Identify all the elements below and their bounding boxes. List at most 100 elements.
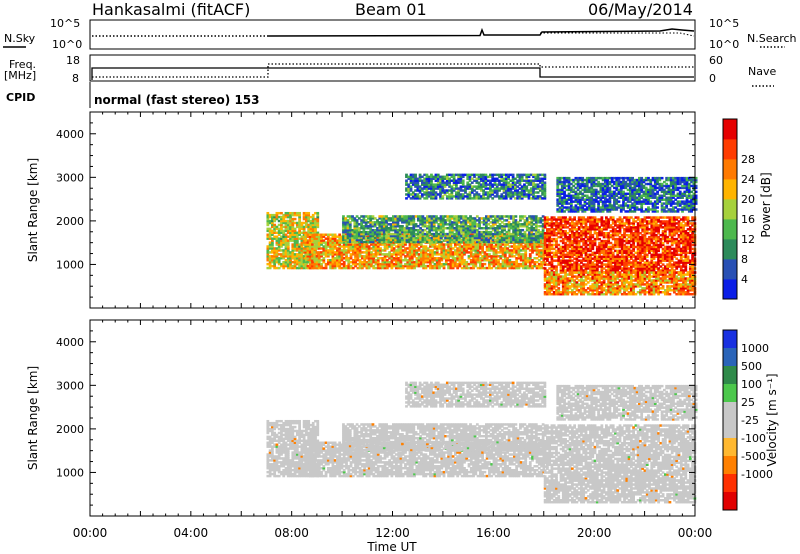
power-cell: [423, 225, 427, 228]
power-cell: [559, 253, 563, 257]
power-cell: [598, 231, 601, 235]
power-cell: [374, 260, 378, 264]
power-cell: [625, 259, 629, 262]
power-cell: [645, 243, 649, 247]
power-cell: [398, 232, 402, 236]
power-cell: [566, 218, 570, 221]
power-cell: [421, 228, 425, 232]
power-cell: [536, 191, 540, 194]
power-cell: [552, 228, 556, 231]
power-cell: [302, 257, 306, 260]
power-cell: [487, 219, 491, 222]
power-cell: [425, 181, 429, 184]
power-cell: [557, 243, 561, 247]
power-cell: [511, 173, 515, 177]
power-cell: [277, 227, 281, 231]
power-cell: [419, 255, 423, 258]
power-cell: [313, 255, 317, 258]
power-cell: [422, 266, 426, 270]
power-cell: [411, 193, 415, 196]
power-cell: [473, 228, 477, 232]
power-cell: [465, 264, 469, 268]
power-cell: [469, 262, 473, 266]
power-cell: [430, 183, 433, 186]
power-cell: [354, 243, 357, 246]
power-cell: [342, 253, 346, 256]
power-cell: [374, 251, 378, 254]
power-cell: [291, 239, 295, 242]
power-cell: [418, 197, 422, 200]
power-cell: [307, 215, 311, 219]
power-cell: [306, 233, 310, 236]
power-cell: [524, 257, 528, 260]
power-cell: [280, 231, 283, 235]
power-cell: [307, 266, 311, 270]
power-cell: [430, 185, 433, 188]
power-cell: [618, 251, 622, 255]
power-cell: [561, 226, 565, 229]
power-cell: [555, 245, 558, 249]
power-cell: [550, 216, 554, 219]
power-cell: [607, 222, 611, 225]
power-cell: [464, 219, 468, 222]
power-cell: [541, 183, 544, 186]
power-cell: [466, 173, 470, 177]
power-cell: [636, 269, 640, 272]
power-cell: [293, 264, 297, 268]
power-cell: [498, 223, 502, 226]
power-cell: [512, 249, 516, 252]
power-cell: [555, 237, 558, 241]
power-cell: [389, 225, 393, 228]
power-cell: [447, 243, 450, 246]
power-cell: [623, 249, 626, 253]
power-cell: [570, 241, 574, 245]
power-cell: [365, 243, 369, 246]
power-cell: [445, 175, 449, 179]
power-cell: [529, 181, 533, 184]
power-cell: [515, 259, 519, 262]
power-cell: [528, 232, 531, 236]
power-cell: [472, 253, 475, 256]
power-cell: [307, 223, 311, 227]
power-cell: [342, 217, 345, 220]
power-cell: [654, 267, 658, 270]
power-cell: [543, 231, 547, 235]
power-cell: [401, 233, 405, 236]
power-cell: [451, 237, 455, 240]
power-cell: [639, 218, 642, 221]
power-cell: [424, 253, 428, 256]
power-cell: [582, 247, 586, 251]
power-cell: [293, 245, 297, 248]
power-cell: [391, 238, 395, 242]
power-cell: [465, 251, 469, 254]
power-cell: [326, 259, 330, 262]
power-cell: [641, 255, 645, 258]
power-cell: [457, 177, 461, 181]
power-cell: [570, 239, 574, 243]
power-cell: [520, 179, 524, 182]
power-cell: [419, 253, 423, 256]
power-cell: [282, 229, 286, 233]
power-cell: [497, 255, 500, 258]
power-cell: [490, 257, 494, 260]
power-cell: [509, 187, 513, 190]
power-cell: [410, 262, 414, 266]
power-cell: [302, 259, 306, 262]
power-cell: [659, 265, 663, 268]
power-cell: [459, 187, 463, 190]
power-cell: [515, 262, 519, 266]
power-cell: [641, 259, 645, 262]
power-cell: [353, 217, 357, 220]
power-cell: [424, 251, 428, 254]
power-cell: [390, 255, 394, 258]
power-cell: [580, 265, 583, 268]
power-cell: [459, 179, 463, 182]
power-cell: [441, 187, 445, 190]
power-cell: [416, 225, 420, 228]
power-cell: [538, 197, 542, 200]
power-cell: [401, 221, 404, 224]
power-cell: [410, 257, 414, 260]
power-cell: [575, 263, 579, 266]
power-cell: [488, 245, 491, 248]
power-cell: [561, 231, 565, 235]
